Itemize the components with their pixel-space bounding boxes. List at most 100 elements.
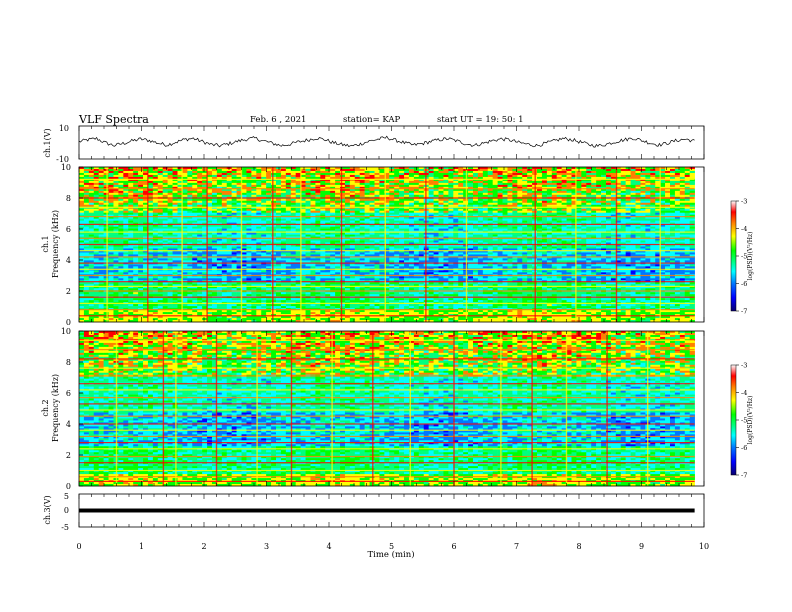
ch1-spectrogram-cell (271, 182, 277, 186)
ch1-spectrogram-cell (118, 282, 124, 285)
ch1-spectrogram-cell (295, 174, 301, 178)
ch1-spectrogram-cell (271, 236, 277, 239)
ch1-spectrogram-cell (138, 192, 144, 196)
ch1-spectrogram-cell (221, 272, 228, 275)
ch1-spectrogram-cell (128, 278, 134, 281)
ch1-spectrogram-cell (187, 174, 193, 178)
ch1-spectrogram-cell (310, 246, 316, 249)
ch1-spectrogram-cell (133, 258, 139, 261)
ch1-spectrogram-cell (177, 314, 183, 317)
ch1-spectrogram-cell (113, 240, 119, 243)
ch1-spectrogram-cell (197, 292, 203, 295)
ch1-spectrogram-cell (147, 316, 154, 319)
ch1-spectrogram-cell (93, 178, 99, 182)
ch1-spectrogram-cell (251, 194, 257, 198)
ch1-spectrogram-cell (340, 260, 346, 263)
ch1-spectrogram-cell (216, 252, 223, 255)
ch1-spectrogram-cell (344, 276, 351, 279)
ch1-spectrogram-cell (340, 288, 346, 291)
ch1-spectrogram-cell (211, 214, 218, 217)
ch1-spectrogram-cell (256, 192, 262, 196)
ch1-spectrogram-cell (133, 216, 139, 219)
ch1-spectrogram-cell (364, 292, 370, 295)
ch1-spectrogram-cell (197, 298, 203, 301)
ch1-spectrogram-cell (379, 214, 385, 217)
ch1-spectrogram-cell (83, 228, 90, 231)
ch1-spectrogram-cell (202, 226, 208, 229)
ch1-spectrogram-cell (285, 288, 292, 291)
ch1-spectrogram-cell (138, 212, 144, 215)
ch1-spectrogram-cell (103, 182, 109, 186)
ch1-spectrogram-cell (295, 192, 301, 196)
ch1-spectrogram-cell (202, 294, 208, 297)
ch1-spectrogram-cell (364, 204, 370, 208)
ch1-spectrogram-cell (207, 292, 213, 295)
ch1-spectrogram-cell (354, 194, 361, 198)
ch1-spectrogram-cell (216, 260, 223, 263)
ch1-spectrogram-cell (79, 246, 85, 249)
ch1-spectrogram-cell (221, 318, 228, 321)
ch1-spectrogram-cell (187, 186, 193, 190)
ch1-spectrogram-cell (261, 276, 267, 279)
ch1-spectrogram-cell (98, 314, 104, 317)
ch1-spectrogram-cell (162, 167, 168, 170)
ch1-spectrogram-cell (384, 232, 390, 235)
ch1-spectrogram-cell (93, 204, 99, 208)
ch1-spectrogram-cell (325, 172, 331, 176)
ch1-spectrogram-cell (290, 248, 296, 251)
ch1-spectrogram-cell (241, 272, 247, 275)
ch1-spectrogram-cell (261, 320, 267, 323)
ch1-spectrogram-cell (364, 248, 370, 251)
ch1-spectrogram-cell (192, 258, 198, 261)
ch1-spectrogram-cell (246, 222, 252, 225)
ch1-spectrogram-cell (123, 260, 129, 263)
ch1-spectrogram-cell (379, 240, 385, 243)
ch1-spectrogram-cell (93, 188, 99, 192)
ch1-spectrogram-cell (344, 316, 351, 319)
ch1-spectrogram-cell (364, 320, 370, 323)
ch1-spectrogram-cell (216, 167, 223, 170)
ch1-spectrogram-cell (113, 242, 119, 245)
ch1-spectrogram-cell (172, 180, 178, 184)
ch1-spectrogram-cell (290, 258, 296, 261)
ch1-spectrogram-cell (280, 168, 287, 172)
ch1-spectrogram-cell (315, 294, 321, 297)
ch1-spectrogram-cell (93, 310, 99, 313)
ch1-spectrogram-cell (315, 224, 321, 227)
ch1-spectrogram-cell (280, 172, 287, 176)
ch1-spectrogram-cell (349, 286, 356, 289)
ch1-spectrogram-cell (271, 234, 277, 237)
ch1-spectrogram-cell (192, 318, 198, 321)
ch1-spectrogram-cell (251, 170, 257, 174)
ch1-spectrogram-cell (207, 298, 213, 301)
ch1-spectrogram-cell (320, 178, 326, 182)
ch1-spectrogram-cell (108, 310, 114, 313)
ch1-spectrogram-cell (379, 232, 385, 235)
ch1-spectrogram-cell (128, 216, 134, 219)
ch1-spectrogram-cell (133, 178, 139, 182)
ch1-spectrogram-cell (354, 272, 361, 275)
ch1-spectrogram-cell (172, 182, 178, 186)
ch1-spectrogram-cell (172, 316, 178, 319)
ch1-spectrogram-cell (152, 232, 159, 235)
ch1-spectrogram-cell (133, 170, 139, 174)
ch1-spectrogram-cell (123, 186, 129, 190)
ch1-spectrogram-cell (384, 284, 390, 287)
ch1-spectrogram-cell (182, 194, 188, 198)
ch1-spectrogram-cell (344, 288, 351, 291)
ch1-spectrogram-cell (128, 252, 134, 255)
ch1-spectrogram-cell (197, 248, 203, 251)
ch1-spectrogram-cell (330, 260, 336, 263)
ch1-spectrogram-cell (256, 264, 262, 267)
ch1-spectrogram-cell (177, 250, 183, 253)
ch1-spectrogram-cell (280, 202, 287, 206)
ch1-spectrogram-cell (261, 314, 267, 317)
ch1-spectrogram-cell (251, 214, 257, 217)
ch1-spectrogram-cell (359, 242, 365, 245)
ch1-spectrogram-cell (177, 188, 183, 192)
ch1-spectrogram-cell (192, 286, 198, 289)
ch1-spectrogram-cell (128, 226, 134, 229)
ch1-spectrogram-cell (344, 220, 351, 223)
ch1-spectrogram-cell (133, 242, 139, 245)
ch1-spectrogram-cell (231, 272, 237, 275)
